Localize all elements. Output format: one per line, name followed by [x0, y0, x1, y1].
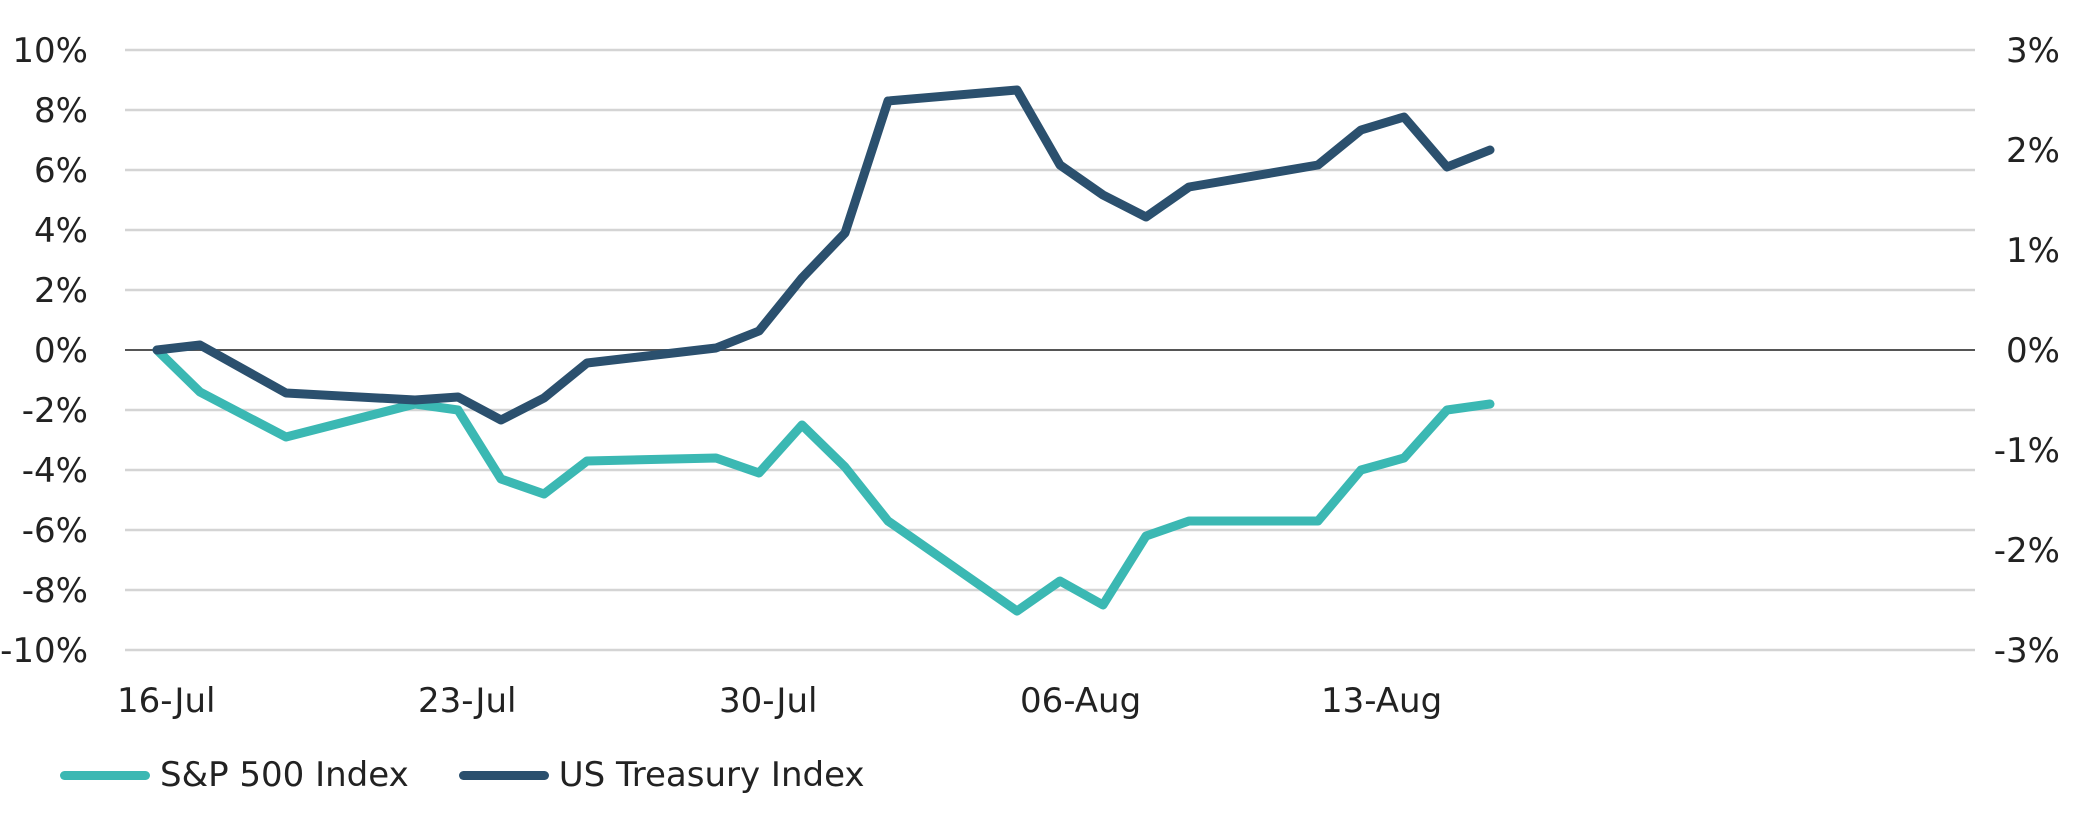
chart-area: 10% 8% 6% 4% 2% 0% -2% -4% -6% -8% -10% 3% 2% 1% 0% -1… — [0, 31, 2060, 721]
left-tick-label: 8% — [34, 91, 88, 131]
left-tick-label: -2% — [22, 391, 88, 431]
left-tick-label: 4% — [34, 211, 88, 251]
left-tick-label: -4% — [22, 451, 88, 491]
legend-label-treasury: US Treasury Index — [558, 755, 865, 795]
x-axis: 16-Jul 23-Jul 30-Jul 06-Aug 13-Aug — [117, 681, 1442, 721]
legend-swatch-treasury — [458, 770, 549, 780]
right-tick-label: 1% — [2006, 231, 2060, 271]
left-axis: 10% 8% 6% 4% 2% 0% -2% -4% -6% -8% -10% — [0, 31, 88, 671]
x-tick-label: 06-Aug — [1020, 681, 1141, 721]
x-tick-label: 23-Jul — [418, 681, 516, 721]
right-tick-label: 3% — [2006, 31, 2060, 71]
left-tick-label: 10% — [12, 31, 88, 71]
right-tick-label: 0% — [2006, 331, 2060, 371]
x-tick-label: 16-Jul — [117, 681, 215, 721]
left-tick-label: 2% — [34, 271, 88, 311]
x-tick-label: 13-Aug — [1321, 681, 1442, 721]
left-tick-label: 6% — [34, 151, 88, 191]
left-tick-label: -8% — [22, 571, 88, 611]
series-line-sp500 — [152, 345, 1495, 616]
left-tick-label: -6% — [22, 511, 88, 551]
right-tick-label: -2% — [1994, 531, 2060, 571]
right-axis: 3% 2% 1% 0% -1% -2% -3% — [1994, 31, 2060, 671]
left-tick-label: 0% — [34, 331, 88, 371]
legend-item-sp500: S&P 500 Index — [60, 755, 409, 795]
right-tick-label: -3% — [1994, 631, 2060, 671]
legend-swatch-sp500 — [60, 770, 150, 780]
right-tick-label: -1% — [1994, 431, 2060, 471]
series-lines — [152, 85, 1495, 616]
right-tick-label: 2% — [2006, 131, 2060, 171]
x-tick-label: 30-Jul — [719, 681, 817, 721]
left-tick-label: -10% — [0, 631, 88, 671]
legend-label-sp500: S&P 500 Index — [160, 755, 409, 795]
series-line-treasury — [152, 85, 1495, 425]
legend: S&P 500 Index US Treasury Index — [60, 755, 915, 795]
legend-item-treasury: US Treasury Index — [458, 755, 865, 795]
